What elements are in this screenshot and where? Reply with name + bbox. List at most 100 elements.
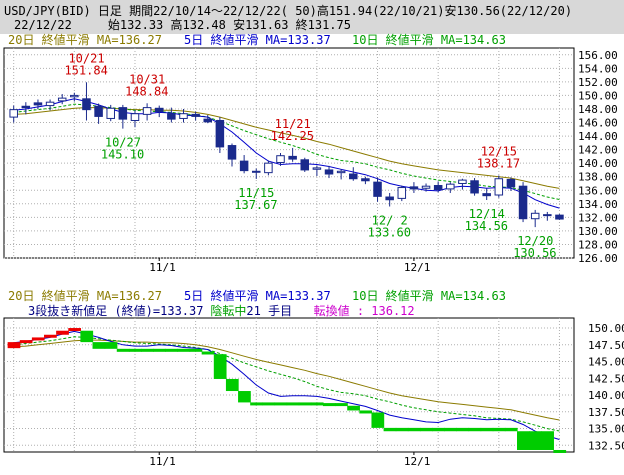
break-line-down [141, 348, 154, 352]
annotation-date: 12/15 [481, 145, 517, 159]
break-line-down [250, 402, 263, 406]
candle-down [482, 193, 491, 197]
break-line-down [395, 427, 409, 432]
kagi-tick-label: 137.50 [588, 406, 624, 419]
candle-down [118, 107, 128, 120]
price-legend-item: 5日 終値平滑 MA=133.37 [184, 32, 331, 47]
candle-down [373, 181, 382, 197]
break-line-down [165, 348, 179, 352]
break-line-down [371, 412, 385, 428]
candle-up [106, 107, 115, 119]
break-line-down [274, 402, 288, 406]
header-summary: USD/JPY(BID) 日足 期間22/10/14～22/12/22( 50)… [4, 4, 573, 18]
price-tick-label: 154.00 [578, 62, 618, 75]
candle-down [94, 105, 103, 117]
header-last-bar: 22/12/22 始132.33 高132.48 安131.63 終131.75 [14, 18, 351, 32]
break-line-down [310, 402, 324, 406]
candle-down [409, 186, 419, 190]
break-line-down [128, 348, 142, 352]
price-tick-label: 130.00 [578, 225, 618, 238]
kagi-legend-item: 10日 終値平滑 MA=134.63 [352, 288, 506, 303]
candle-down [300, 159, 310, 171]
candle-up [57, 97, 67, 102]
price-tick-label: 150.00 [578, 89, 618, 102]
annotation-date: 12/ 2 [372, 214, 408, 228]
candle-up [70, 94, 79, 98]
break-line-up [56, 330, 69, 335]
annotation-value: 148.84 [125, 84, 168, 98]
candle-down [227, 145, 237, 160]
break-line-up [31, 337, 45, 341]
price-tick-label: 156.00 [578, 49, 618, 62]
break-line-down [541, 431, 554, 450]
price-tick-label: 132.00 [578, 211, 618, 224]
annotation-value: 130.56 [513, 246, 556, 260]
break-line-down [383, 427, 397, 432]
annotation-date: 10/27 [105, 136, 141, 150]
candle-up [530, 212, 540, 220]
annotation-date: 12/20 [517, 234, 553, 248]
break-line-down [92, 342, 106, 349]
ma20-line [13, 107, 560, 189]
break-line-down [359, 410, 373, 414]
price-tick-label: 136.00 [578, 184, 618, 197]
break-line-down [80, 330, 94, 343]
break-line-down [492, 427, 506, 432]
candle-down [203, 118, 213, 123]
break-line-up [19, 340, 33, 344]
break-line-down [456, 427, 470, 432]
candle-up [397, 187, 407, 199]
break-line-up [7, 342, 21, 349]
break-line-down [529, 431, 542, 450]
kagi-tick-label: 150.00 [588, 322, 624, 335]
kagi-legend-item: 20日 終値平滑 MA=136.27 [8, 288, 162, 303]
candle-down [361, 178, 370, 182]
candle-down [324, 169, 334, 175]
kagi-tick-label: 140.00 [588, 389, 624, 402]
break-line-up [44, 334, 57, 338]
candle-up [130, 113, 140, 121]
candle-down [506, 178, 516, 188]
candle-up [9, 109, 18, 118]
candle-down [21, 105, 31, 109]
break-line-down [504, 427, 518, 432]
kagi-tick-label: 142.50 [588, 372, 624, 385]
candle-up [264, 162, 273, 174]
break-line-up [68, 328, 82, 332]
break-line-down [480, 427, 494, 432]
chart-header: USD/JPY(BID) 日足 期間22/10/14～22/12/22( 50)… [0, 0, 624, 34]
candle-down [470, 180, 479, 194]
break-line-down [262, 402, 276, 406]
break-line-down [238, 391, 251, 403]
candle-down [433, 185, 443, 191]
candle-up [421, 185, 431, 189]
candle-down [154, 107, 164, 113]
annotation-value: 142.25 [271, 129, 314, 143]
annotation-date: 10/21 [68, 51, 104, 65]
break-line-down [286, 402, 300, 406]
price-tick-label: 142.00 [578, 144, 618, 157]
break-line-down [116, 348, 130, 352]
break-line-down [225, 378, 239, 392]
ma5-line [13, 98, 560, 209]
kagi-legend-item: 5日 終値平滑 MA=133.37 [184, 288, 331, 303]
kagi-tick-label: 145.00 [588, 356, 624, 369]
kagi-info-part: 転換値 : 136.12 [314, 303, 415, 318]
kagi-ma20-line [13, 339, 560, 421]
kagi-tick-label: 147.50 [588, 339, 624, 352]
candle-down [167, 113, 176, 120]
price-tick-label: 144.00 [578, 130, 618, 143]
annotation-value: 137.67 [234, 198, 277, 212]
break-line-down [432, 427, 445, 432]
candle-up [446, 183, 455, 190]
price-tick-label: 128.00 [578, 238, 618, 251]
candle-down [385, 196, 394, 201]
candle-down [555, 214, 564, 220]
candle-down [349, 173, 358, 180]
kagi-ma5-line [13, 330, 560, 440]
break-line-down [322, 403, 336, 407]
annotation-date: 11/21 [275, 117, 311, 131]
kagi-info-part: 陰転中 [210, 303, 246, 318]
break-line-down [335, 403, 348, 407]
